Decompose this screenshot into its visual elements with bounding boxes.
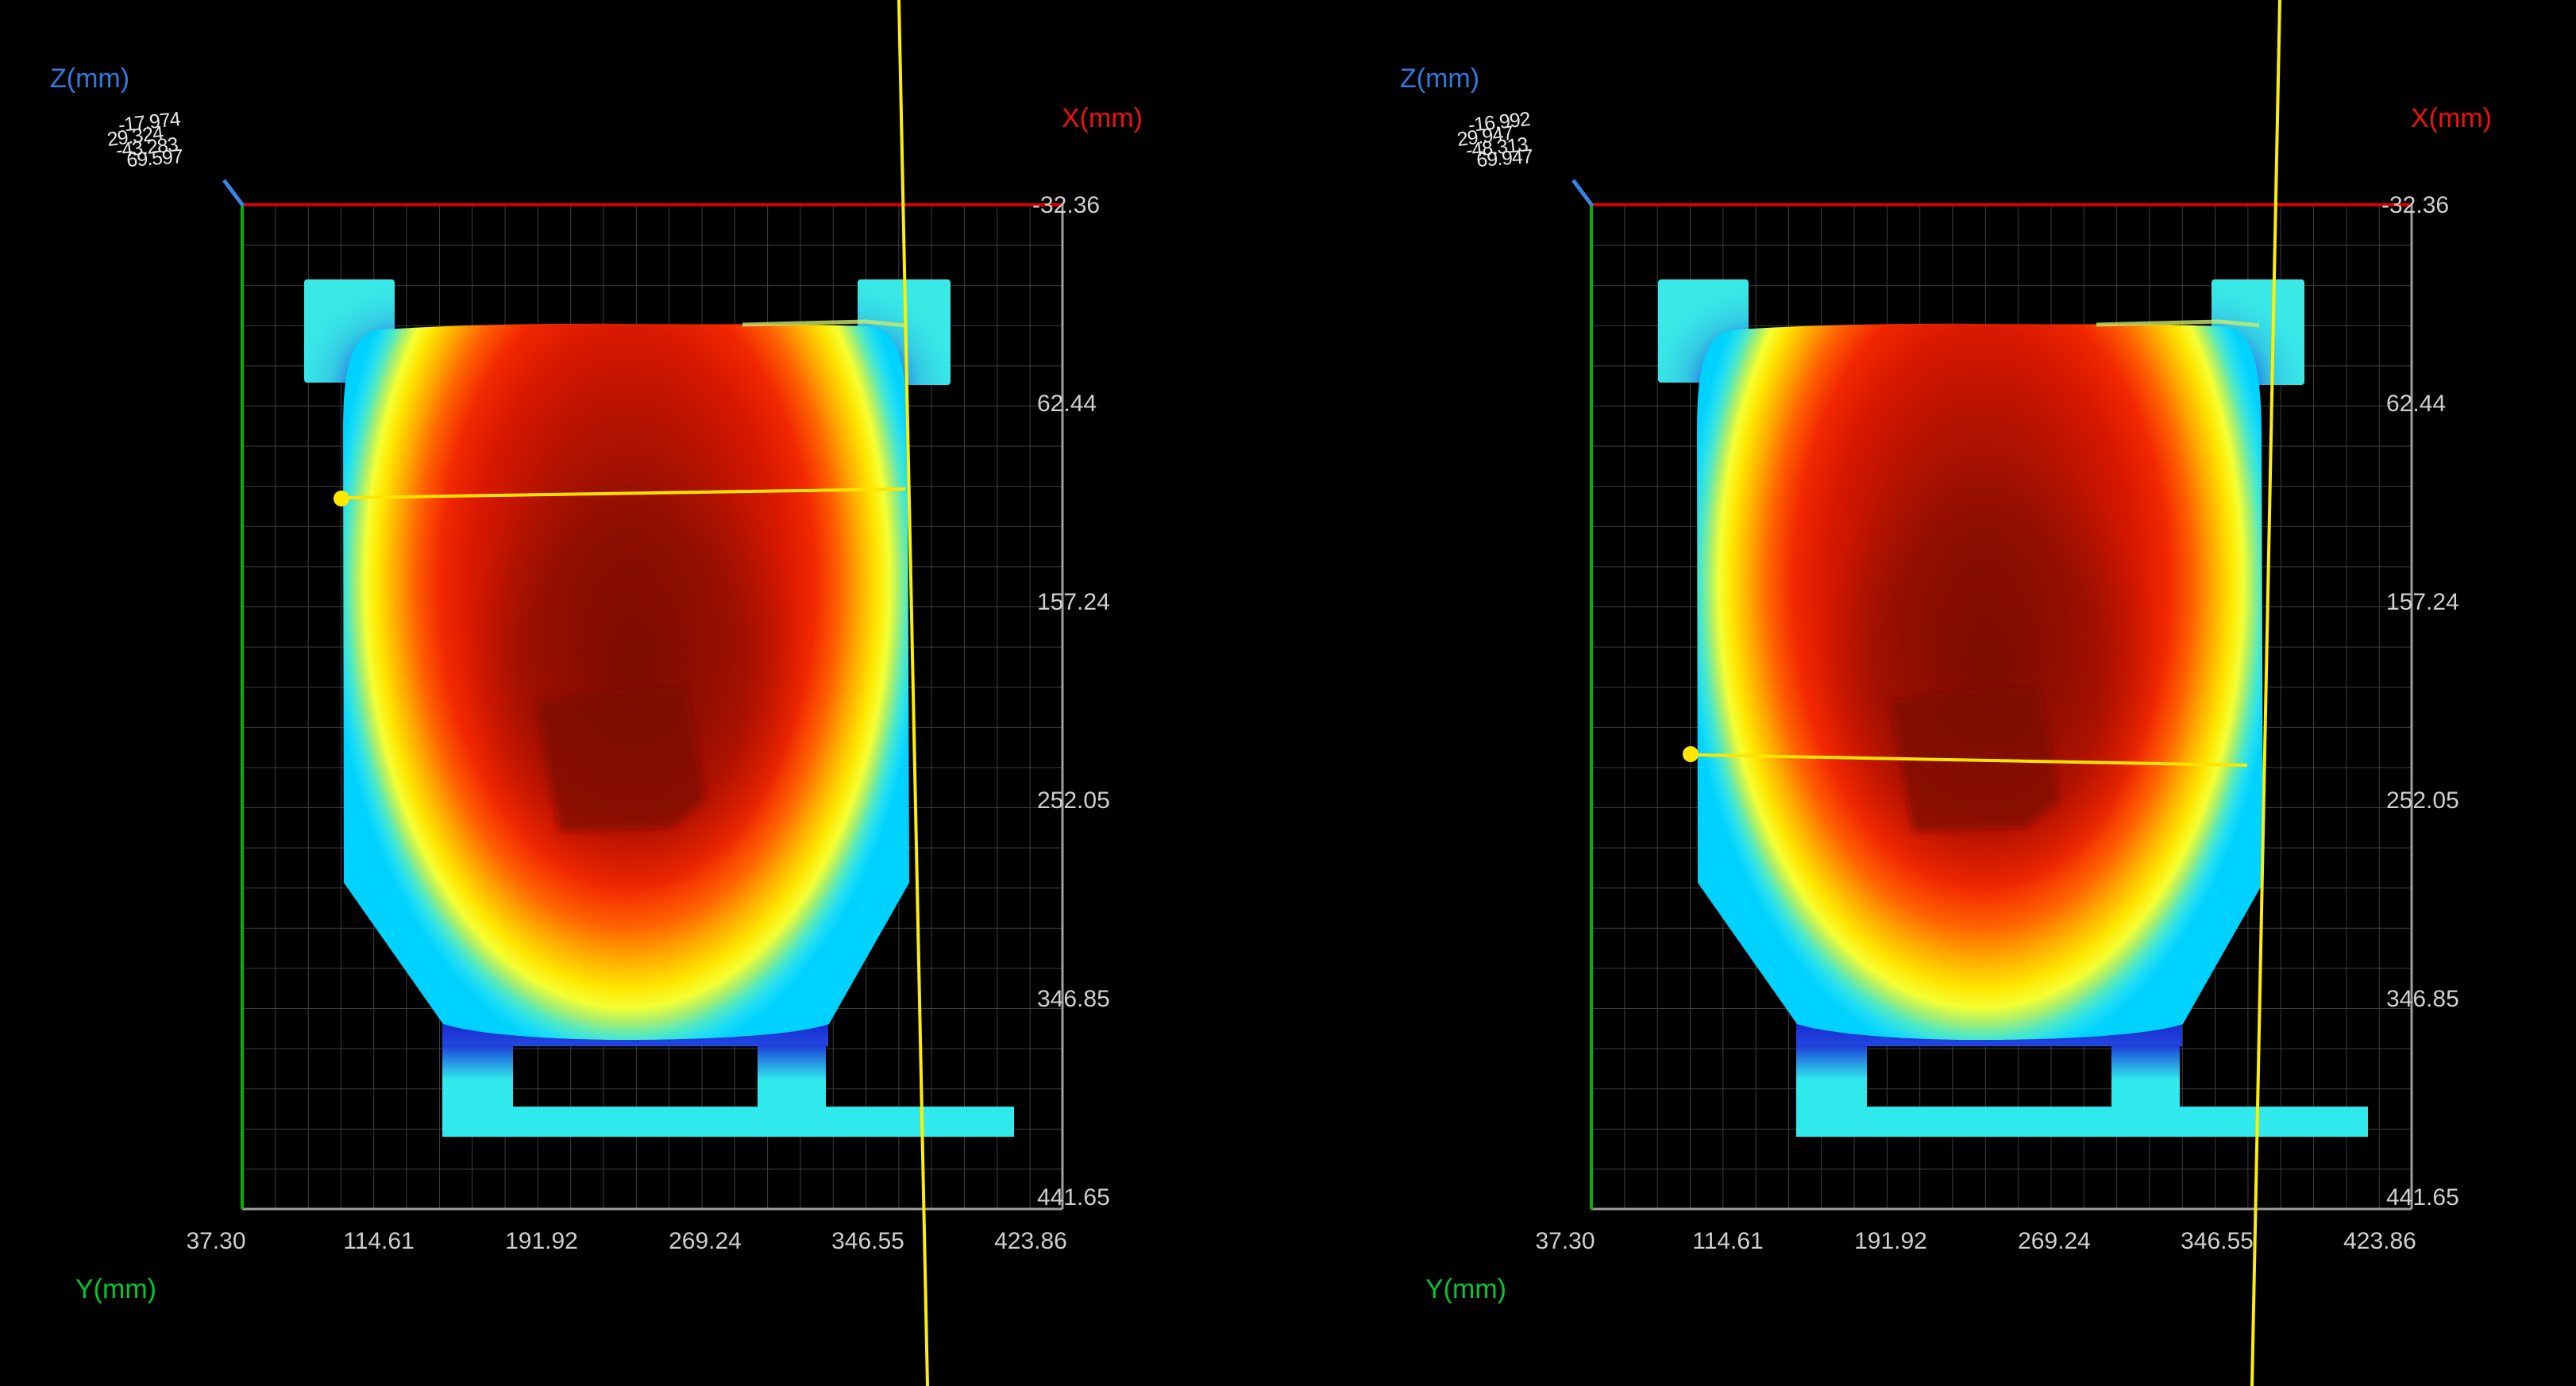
x-tick: 191.92	[505, 1228, 578, 1254]
y-tick: -32.36	[2381, 192, 2449, 218]
y-ticks-right: -32.36 62.44 157.24 252.05 346.85 441.65	[2381, 192, 2459, 1211]
y-tick: 441.65	[2386, 1184, 2459, 1211]
y-tick: 346.85	[2386, 986, 2459, 1012]
x-tick: 346.55	[831, 1228, 904, 1254]
z-ticks-overlap-left: -17.974 29.324 -43.283 69.597	[106, 108, 183, 171]
y-axis-label: Y(mm)	[1425, 1274, 1506, 1304]
x-tick: 269.24	[669, 1228, 742, 1254]
x-tick: 37.30	[1535, 1228, 1595, 1254]
x-tick: 346.55	[2181, 1228, 2254, 1254]
y-tick: 252.05	[2386, 787, 2459, 814]
panel-right[interactable]: 37.30 114.61 191.92 269.24 346.55 423.86…	[1400, 0, 2492, 1386]
section-crosshair-line[interactable]	[897, 0, 929, 1386]
y-tick: 62.44	[2386, 391, 2446, 417]
y-tick: 157.24	[2386, 589, 2459, 615]
y-tick: -32.36	[1032, 192, 1100, 218]
profile-measure-line[interactable]	[346, 487, 906, 499]
z-axis-label: Z(mm)	[1400, 64, 1479, 94]
y-tick: 441.65	[1037, 1184, 1110, 1211]
x-axis-label: X(mm)	[1062, 103, 1143, 133]
x-ticks-right: 37.30 114.61 191.92 269.24 346.55 423.86	[1535, 1228, 2416, 1254]
section-crosshair-line[interactable]	[2250, 0, 2281, 1386]
y-tick: 252.05	[1037, 787, 1110, 814]
x-axis-label: X(mm)	[2411, 103, 2492, 133]
y-tick: 62.44	[1037, 391, 1097, 417]
x-tick: 191.92	[1854, 1228, 1927, 1254]
profile-measure-point[interactable]	[1683, 746, 1699, 762]
y-tick: 346.85	[1037, 986, 1110, 1012]
profile-measure-line[interactable]	[1695, 753, 2248, 767]
x-tick: 37.30	[186, 1228, 245, 1254]
y-tick: 157.24	[1037, 589, 1110, 615]
z-tick: 69.597	[125, 145, 183, 171]
y-ticks-left: -32.36 62.44 157.24 252.05 346.85 441.65	[1032, 192, 1110, 1211]
z-ticks-overlap-right: -16.992 29.947 -48.313 69.947	[1456, 108, 1533, 171]
x-tick: 423.86	[2343, 1228, 2416, 1254]
x-tick: 423.86	[994, 1228, 1067, 1254]
z-tick: 69.947	[1475, 145, 1533, 171]
x-tick: 269.24	[2018, 1228, 2091, 1254]
panel-left[interactable]: 37.30 114.61 191.92 269.24 346.55 423.86…	[50, 0, 1143, 1386]
profile-measure-point[interactable]	[334, 491, 349, 506]
x-tick: 114.61	[1692, 1228, 1764, 1254]
z-axis-label: Z(mm)	[50, 64, 129, 94]
x-tick: 114.61	[343, 1228, 415, 1254]
x-ticks-left: 37.30 114.61 191.92 269.24 346.55 423.86	[186, 1228, 1066, 1254]
y-axis-label: Y(mm)	[75, 1274, 156, 1304]
